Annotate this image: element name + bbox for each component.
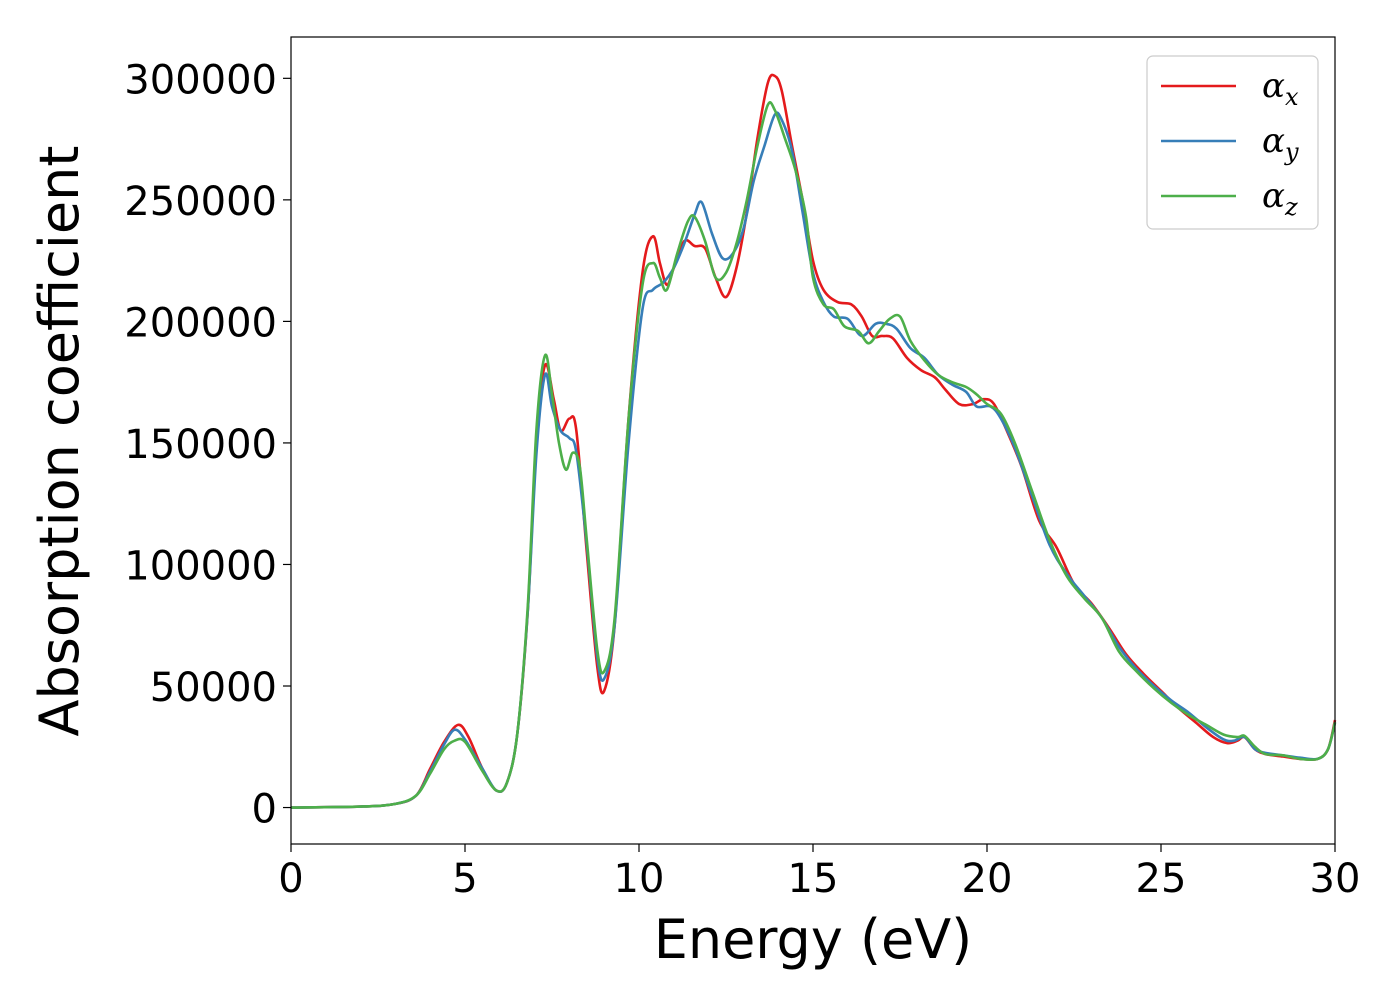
y-tick-label: 100000: [124, 543, 277, 589]
x-tick-label: 25: [1136, 856, 1187, 902]
x-tick-label: 0: [278, 856, 303, 902]
x-axis-ticks: 0 5 10 15 20 25 30: [278, 844, 1360, 902]
y-tick-label: 250000: [124, 179, 277, 225]
y-tick-label: 200000: [124, 300, 277, 346]
x-tick-label: 30: [1310, 856, 1361, 902]
x-tick-label: 10: [614, 856, 665, 902]
x-tick-label: 5: [452, 856, 477, 902]
x-tick-label: 15: [788, 856, 839, 902]
y-axis-title: Absorption coefficient: [28, 146, 91, 737]
y-axis-ticks: 0 50000 100000 150000 200000 250000 300000: [124, 57, 291, 833]
x-tick-label: 20: [962, 856, 1013, 902]
y-tick-label: 300000: [124, 57, 277, 103]
y-tick-label: 0: [252, 787, 277, 833]
series-layer: [290, 73, 1337, 809]
y-tick-label: 50000: [150, 665, 277, 711]
series-line-alpha-z: [290, 101, 1337, 809]
legend-frame: [1146, 55, 1319, 230]
y-tick-label: 150000: [124, 422, 277, 468]
x-axis-title: Energy (eV): [654, 908, 973, 971]
